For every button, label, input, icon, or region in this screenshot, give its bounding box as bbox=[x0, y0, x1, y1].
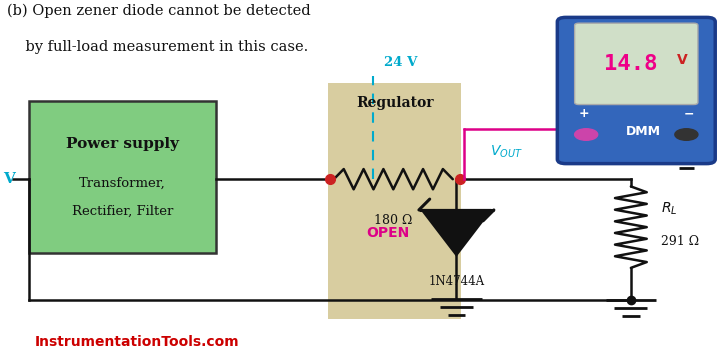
Text: V: V bbox=[3, 172, 14, 186]
Text: Power supply: Power supply bbox=[66, 137, 179, 151]
FancyBboxPatch shape bbox=[575, 23, 698, 105]
Text: DMM: DMM bbox=[626, 125, 661, 138]
Bar bbox=[29, 101, 216, 253]
Text: (b) Open zener diode cannot be detected: (b) Open zener diode cannot be detected bbox=[7, 4, 311, 18]
Text: −: − bbox=[684, 108, 694, 121]
Text: 1N4744A: 1N4744A bbox=[428, 275, 485, 288]
Text: V: V bbox=[677, 53, 688, 67]
Text: 14.8: 14.8 bbox=[603, 54, 658, 74]
Text: Rectifier, Filter: Rectifier, Filter bbox=[72, 204, 173, 217]
Text: $R_L$: $R_L$ bbox=[661, 201, 678, 217]
FancyBboxPatch shape bbox=[557, 17, 715, 164]
Text: OPEN: OPEN bbox=[366, 226, 410, 240]
Text: InstrumentationTools.com: InstrumentationTools.com bbox=[35, 335, 239, 349]
Text: $V_{OUT}$: $V_{OUT}$ bbox=[490, 144, 523, 160]
Text: by full-load measurement in this case.: by full-load measurement in this case. bbox=[7, 40, 309, 54]
Text: 180 Ω: 180 Ω bbox=[374, 214, 412, 227]
Circle shape bbox=[675, 129, 698, 140]
Polygon shape bbox=[422, 210, 491, 255]
Circle shape bbox=[575, 129, 598, 140]
Bar bbox=[328, 83, 461, 319]
Text: 291 Ω: 291 Ω bbox=[661, 235, 699, 248]
Text: +: + bbox=[579, 108, 589, 121]
Text: Regulator: Regulator bbox=[356, 96, 433, 110]
Text: 24 V: 24 V bbox=[384, 56, 417, 69]
Text: Transformer,: Transformer, bbox=[79, 177, 166, 190]
